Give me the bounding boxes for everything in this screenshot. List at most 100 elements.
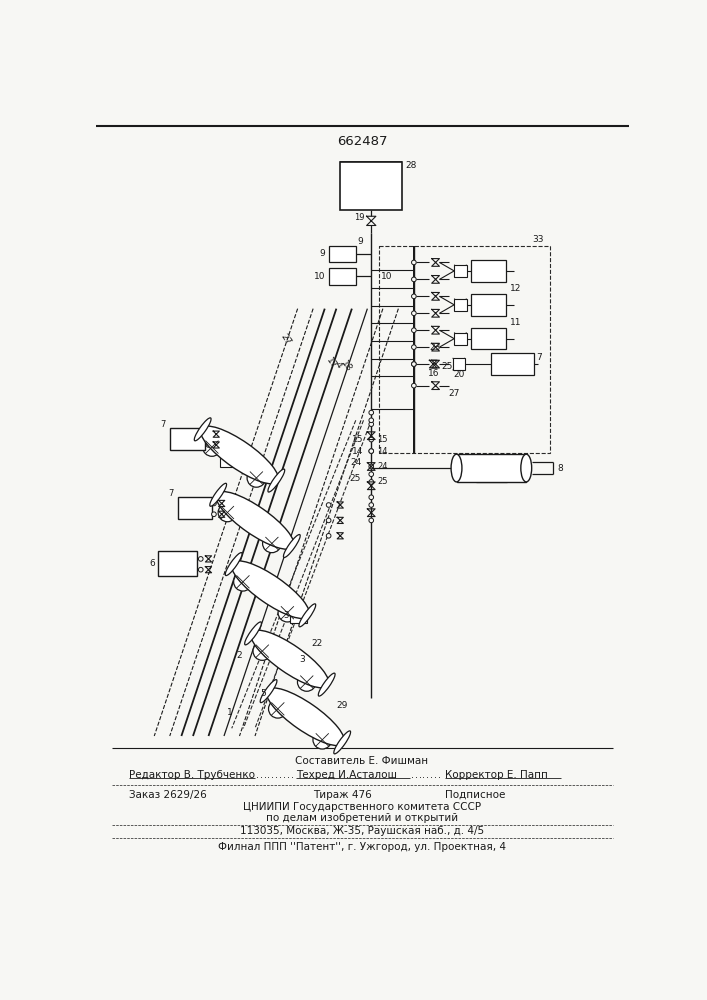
Text: .: .: [423, 770, 426, 780]
Ellipse shape: [318, 673, 335, 696]
Bar: [158, 551, 197, 576]
Circle shape: [411, 328, 416, 333]
Circle shape: [411, 311, 416, 316]
Circle shape: [369, 518, 373, 523]
Circle shape: [327, 518, 331, 523]
Circle shape: [411, 277, 416, 282]
Text: .: .: [291, 770, 293, 780]
Circle shape: [298, 673, 316, 691]
Circle shape: [247, 469, 266, 487]
Text: 20: 20: [453, 370, 464, 379]
Text: 25: 25: [441, 362, 452, 371]
Circle shape: [369, 449, 373, 453]
Ellipse shape: [521, 454, 532, 482]
Circle shape: [369, 437, 373, 442]
Circle shape: [278, 603, 297, 622]
Circle shape: [233, 573, 252, 591]
Ellipse shape: [251, 630, 329, 688]
Circle shape: [199, 557, 203, 561]
Text: 15: 15: [352, 435, 363, 444]
Text: Составитель Е. Фишман: Составитель Е. Фишман: [296, 756, 428, 766]
Circle shape: [199, 567, 203, 572]
Text: .: .: [256, 770, 259, 780]
Circle shape: [211, 512, 216, 517]
Text: 33: 33: [532, 235, 543, 244]
Text: .: .: [287, 770, 290, 780]
Circle shape: [369, 464, 373, 469]
Bar: [457, 454, 526, 482]
Text: 27: 27: [449, 389, 460, 398]
Circle shape: [253, 642, 271, 660]
Bar: [290, 609, 307, 623]
Ellipse shape: [267, 688, 344, 746]
Ellipse shape: [260, 680, 277, 703]
Text: 17: 17: [324, 356, 338, 371]
Text: 27: 27: [279, 332, 293, 347]
Text: 10: 10: [314, 272, 325, 281]
Text: 8: 8: [557, 464, 563, 473]
Bar: [220, 451, 240, 466]
Text: 23: 23: [429, 343, 440, 352]
Text: 2: 2: [237, 651, 243, 660]
Circle shape: [327, 503, 331, 507]
Ellipse shape: [451, 454, 462, 482]
Text: Филнал ППП ''Патент'', г. Ужгород, ул. Проектная, 4: Филнал ППП ''Патент'', г. Ужгород, ул. П…: [218, 842, 506, 852]
Circle shape: [369, 449, 373, 453]
Text: 18: 18: [339, 359, 354, 374]
Ellipse shape: [334, 731, 351, 754]
Text: 7: 7: [168, 489, 174, 498]
Text: 7: 7: [160, 420, 166, 429]
Circle shape: [411, 362, 416, 366]
Bar: [472, 294, 506, 316]
Text: .: .: [415, 770, 418, 780]
Circle shape: [313, 731, 332, 749]
Text: по делам изобретений и открытий: по делам изобретений и открытий: [266, 813, 458, 823]
Circle shape: [411, 260, 416, 265]
Circle shape: [411, 345, 416, 349]
Text: Тираж 476: Тираж 476: [313, 790, 372, 800]
Bar: [472, 328, 506, 349]
Circle shape: [269, 700, 287, 718]
Text: 25: 25: [378, 477, 388, 486]
Text: Редактор В. Трубченко: Редактор В. Трубченко: [129, 770, 255, 780]
Ellipse shape: [245, 622, 262, 645]
Circle shape: [211, 501, 216, 506]
Circle shape: [369, 422, 373, 426]
Text: .: .: [426, 770, 429, 780]
Bar: [452, 358, 465, 370]
Text: 113035, Москва, Ж-35, Раушская наб., д. 4/5: 113035, Москва, Ж-35, Раушская наб., д. …: [240, 826, 484, 836]
Text: 662487: 662487: [337, 135, 387, 148]
Text: 5: 5: [260, 689, 266, 698]
Bar: [329, 268, 356, 285]
Text: 14: 14: [352, 447, 363, 456]
Bar: [379, 246, 549, 453]
Text: 22: 22: [312, 639, 323, 648]
Text: .: .: [264, 770, 267, 780]
Bar: [472, 260, 506, 282]
Circle shape: [218, 503, 237, 522]
Text: 3: 3: [300, 654, 305, 664]
Ellipse shape: [299, 604, 316, 627]
Bar: [177, 497, 212, 519]
Text: .: .: [411, 770, 414, 780]
Ellipse shape: [216, 492, 294, 549]
Text: 4: 4: [334, 360, 344, 370]
Text: 14: 14: [378, 447, 388, 456]
Ellipse shape: [226, 553, 242, 576]
Text: Подписное: Подписное: [445, 790, 506, 800]
Text: .: .: [259, 770, 263, 780]
Bar: [413, 246, 414, 453]
Ellipse shape: [194, 418, 211, 441]
Circle shape: [369, 503, 373, 507]
Text: 9: 9: [358, 237, 363, 246]
Circle shape: [262, 534, 281, 553]
Text: .: .: [419, 770, 421, 780]
Text: Техред И.Асталош: Техред И.Асталош: [296, 770, 397, 780]
Bar: [340, 162, 402, 210]
Text: 15: 15: [378, 435, 388, 444]
Ellipse shape: [232, 561, 310, 619]
Text: .: .: [279, 770, 282, 780]
Bar: [329, 246, 356, 262]
Ellipse shape: [268, 469, 285, 492]
Text: .: .: [430, 770, 433, 780]
